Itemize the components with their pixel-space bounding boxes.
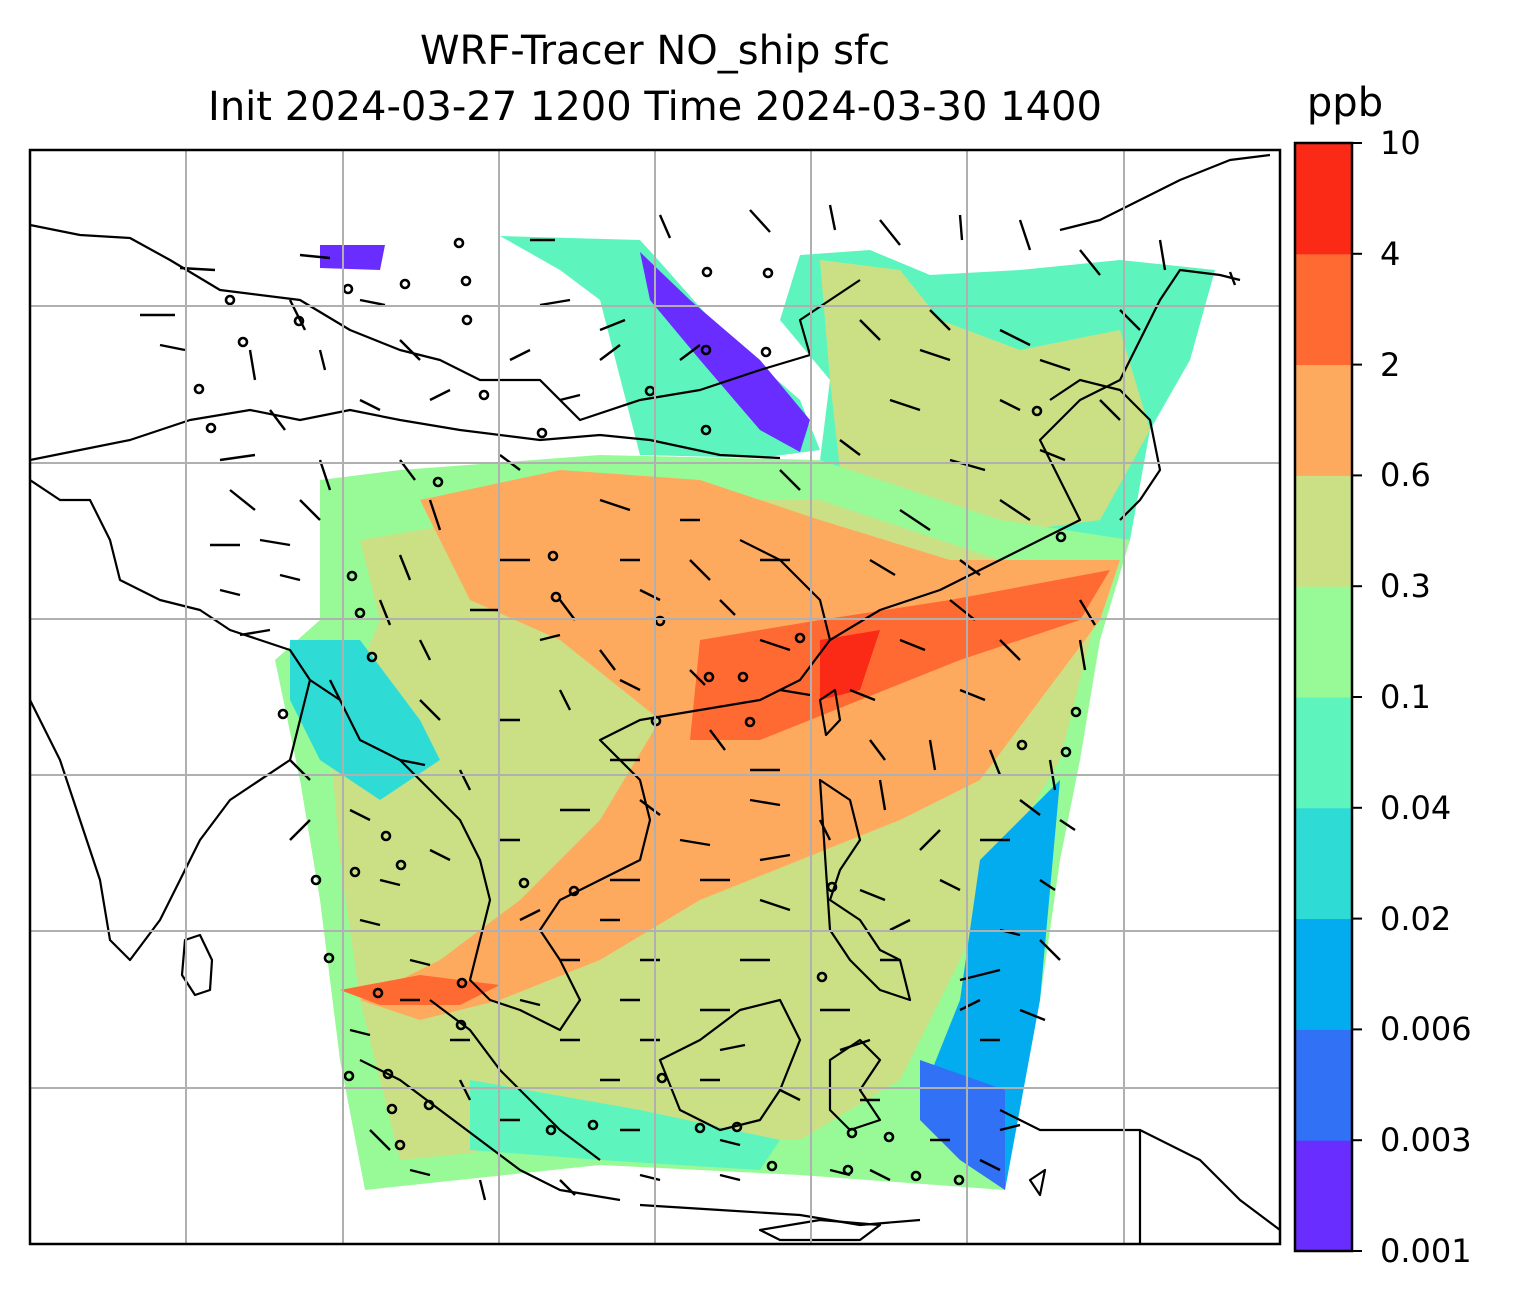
- colorbar-segment: [1295, 143, 1352, 255]
- colorbar-tick-label: 0.04: [1380, 788, 1452, 827]
- coast-india: [30, 479, 312, 962]
- colorbar-tick-label: 0.001: [1380, 1232, 1472, 1270]
- map-title-line1: WRF-Tracer NO_ship sfc: [419, 28, 891, 74]
- coast-northeast: [1059, 153, 1271, 232]
- colorbar-tick-label: 0.3: [1380, 567, 1431, 606]
- colorbar-tick-label: 0.02: [1380, 899, 1452, 938]
- colorbar-segment: [1295, 918, 1352, 1030]
- field-south-teal: [470, 1080, 780, 1170]
- colorbar-tick-label: 0.1: [1380, 678, 1431, 716]
- coast-java: [639, 1203, 921, 1227]
- coast-sumatra: [359, 1059, 621, 1202]
- coast-timor: [1028, 1168, 1047, 1197]
- wind-barbs: [140, 204, 1237, 1201]
- field-northeast-core: [820, 260, 1150, 540]
- colorbar-segment: [1295, 586, 1352, 698]
- colorbar-segment: [1295, 364, 1352, 476]
- field-southeast-violet: [920, 1060, 1005, 1190]
- coast-flores: [758, 1218, 882, 1242]
- coast-sri-lanka: [180, 933, 214, 997]
- coast-borneo: [658, 998, 802, 1132]
- colorbar-unit-label: ppb: [1306, 80, 1384, 126]
- colorbar-segment: [1295, 1140, 1352, 1252]
- colorbar-segment: [1295, 697, 1352, 809]
- colorbar-tick-label: 0.006: [1380, 1010, 1472, 1049]
- field-small-strip: [320, 245, 385, 270]
- coast-taiwan: [818, 688, 842, 737]
- colorbar-tick-label: 0.003: [1380, 1121, 1472, 1160]
- colorbar-tick-label: 2: [1380, 345, 1401, 384]
- field-red-band: [690, 570, 1110, 740]
- coast-korea-japan: [1049, 378, 1162, 521]
- colorbar-segment: [1295, 253, 1352, 366]
- field-hotspot: [820, 630, 880, 700]
- colorbar: [1295, 142, 1362, 1252]
- colorbar-segment: [1295, 1029, 1352, 1141]
- colorbar-frame: [1293, 141, 1354, 1253]
- colorbar-tick-label: 10: [1380, 124, 1421, 162]
- colorbar-tick-label: 4: [1380, 234, 1401, 273]
- wind-barb: [140, 204, 1237, 1201]
- tracer-field: [275, 236, 1215, 1190]
- calm-circle: [453, 237, 465, 249]
- gridlines: [30, 150, 1280, 1244]
- coast-malay-peninsula: [429, 999, 601, 1161]
- field-violet-plume: [640, 252, 810, 452]
- coast-central-asia: [30, 408, 781, 462]
- colorbar-segment: [1295, 475, 1352, 587]
- colorbar-tick-label: 0.6: [1380, 456, 1431, 495]
- coast-philippines: [818, 778, 912, 1002]
- calm-circles: [193, 237, 1082, 1186]
- map-area: [30, 150, 1280, 1244]
- map-title-line2: Init 2024-03-27 1200 Time 2024-03-30 140…: [208, 84, 1102, 130]
- coast-china-east: [829, 268, 1241, 641]
- colorbar-segment: [1295, 807, 1352, 920]
- map-frame: [28, 148, 1282, 1246]
